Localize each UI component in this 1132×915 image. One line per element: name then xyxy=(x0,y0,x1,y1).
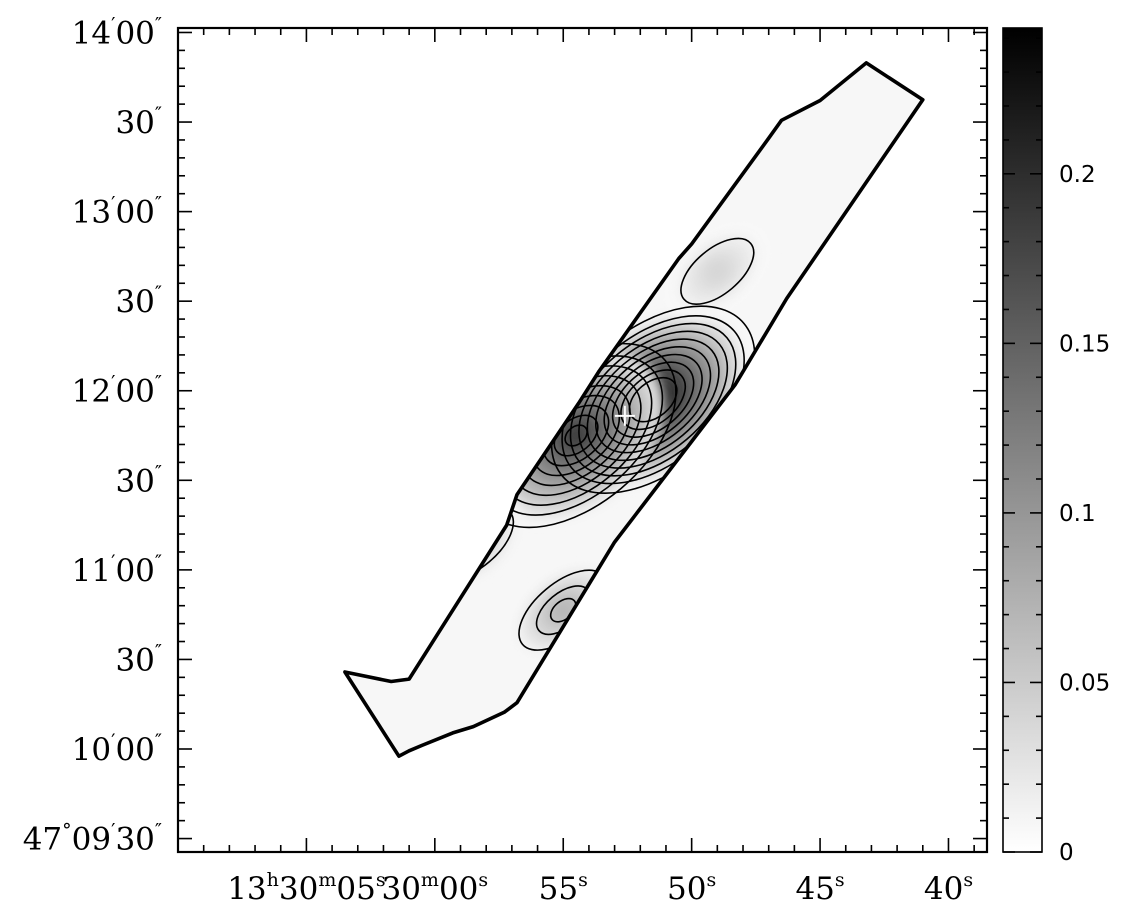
x-tick-label: 40s xyxy=(924,869,973,907)
intensity-blob-2-6 xyxy=(554,601,573,620)
y-tick-label: 47°09′30″ xyxy=(23,820,162,858)
x-axis-ticks xyxy=(177,28,975,852)
y-tick-label: 10′00″ xyxy=(72,730,162,768)
y-tick-label: 30″ xyxy=(115,282,162,320)
x-tick-label: 50s xyxy=(667,869,716,907)
colorbar-tick-label: 0.15 xyxy=(1059,331,1110,357)
y-tick-label: 12′00″ xyxy=(72,372,162,410)
y-tick-label: 14′00″ xyxy=(72,13,162,51)
x-tick-label: 55s xyxy=(539,869,588,907)
intensity-blob-4-6 xyxy=(708,262,727,281)
colorbar-tick-label: 0.2 xyxy=(1059,162,1096,188)
y-tick-label: 30″ xyxy=(115,461,162,499)
colorbar: 0 0.05 0.1 0.15 0.2 xyxy=(1002,27,1110,866)
x-tick-label: 13h30m05s xyxy=(227,869,385,907)
contour-0-3 xyxy=(578,330,729,469)
x-tick-label: 45s xyxy=(795,869,844,907)
y-axis-tick-labels: 47°09′30″ 10′00″ 30″ 11′00″ 30″ 12′00″ 30″ 13′0… xyxy=(23,13,162,857)
plot-frame xyxy=(176,26,989,854)
strip-outline xyxy=(343,61,925,758)
colorbar-tick-label: 0 xyxy=(1059,840,1074,866)
emission-map xyxy=(343,61,925,758)
y-tick-label: 30″ xyxy=(115,103,162,141)
intensity-blob-3-6 xyxy=(464,534,483,552)
colorbar-tick-label: 0.05 xyxy=(1059,670,1110,696)
contour-4-0 xyxy=(680,237,755,305)
y-tick-label: 30″ xyxy=(115,640,162,678)
y-tick-label: 13′00″ xyxy=(72,193,162,231)
colorbar-ticks: 0 0.05 0.1 0.15 0.2 xyxy=(1003,37,1110,866)
y-axis-ticks xyxy=(178,31,987,840)
contour-0-6 xyxy=(603,353,703,446)
contour-0-9 xyxy=(628,376,678,423)
x-tick-label: 30m00s xyxy=(381,869,488,907)
contour-0-4 xyxy=(586,338,720,462)
colorbar-gradient xyxy=(1002,27,1043,853)
contour-1-8 xyxy=(564,424,588,447)
colorbar-tick-label: 0.1 xyxy=(1059,501,1096,527)
y-tick-label: 11′00″ xyxy=(72,551,162,589)
peak-marker xyxy=(614,405,635,426)
